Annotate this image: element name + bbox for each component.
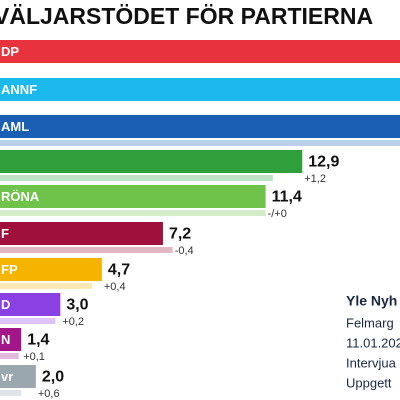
value-label: 3,0 [66,297,88,314]
party-label: FP [1,262,18,277]
source-note: Yle Nyh [346,293,397,309]
party-label: F [1,226,9,241]
bar [0,222,163,245]
bar [0,185,266,208]
party-label: RÖNA [1,189,40,204]
change-label: +0,2 [62,316,84,328]
source-note: Intervjua [346,355,397,370]
bar [0,328,22,351]
previous-bar [0,390,22,396]
change-label: +0,6 [38,388,60,400]
bar [0,258,102,281]
value-label: 1,4 [27,332,49,349]
party-label: vr [1,369,13,384]
value-label: 11,4 [272,189,302,206]
value-label: 2,0 [42,369,64,386]
bar [0,78,400,101]
change-label: -0,4 [175,245,194,257]
previous-bar [0,318,56,324]
previous-bar [0,175,273,181]
bar [0,40,400,63]
party-label: AML [1,119,29,134]
previous-bar [0,283,93,289]
value-label: 7,2 [169,226,191,243]
previous-bar [0,353,19,359]
previous-bar [0,210,266,216]
party-label: D [1,297,10,312]
change-label: +1,2 [304,173,326,185]
value-label: 4,7 [108,262,130,279]
value-label: 12,9 [308,154,339,171]
change-label: +0,1 [23,351,45,363]
previous-bar [0,247,173,253]
change-label: -/+0 [268,208,287,220]
bar [0,365,36,388]
source-note: Uppgett [346,375,392,390]
bar [0,293,61,316]
bar [0,115,400,138]
source-note: 11.01.202 [346,335,400,350]
previous-bar [0,140,400,146]
source-note: Felmarg [346,315,394,330]
party-label: N [1,332,10,347]
party-label: DP [1,44,19,59]
party-label: ANNF [1,82,37,97]
change-label: +0,4 [104,281,126,293]
chart-title: VÄLJARSTÖDET FÖR PARTIERNA [0,3,373,29]
bar [0,150,303,173]
